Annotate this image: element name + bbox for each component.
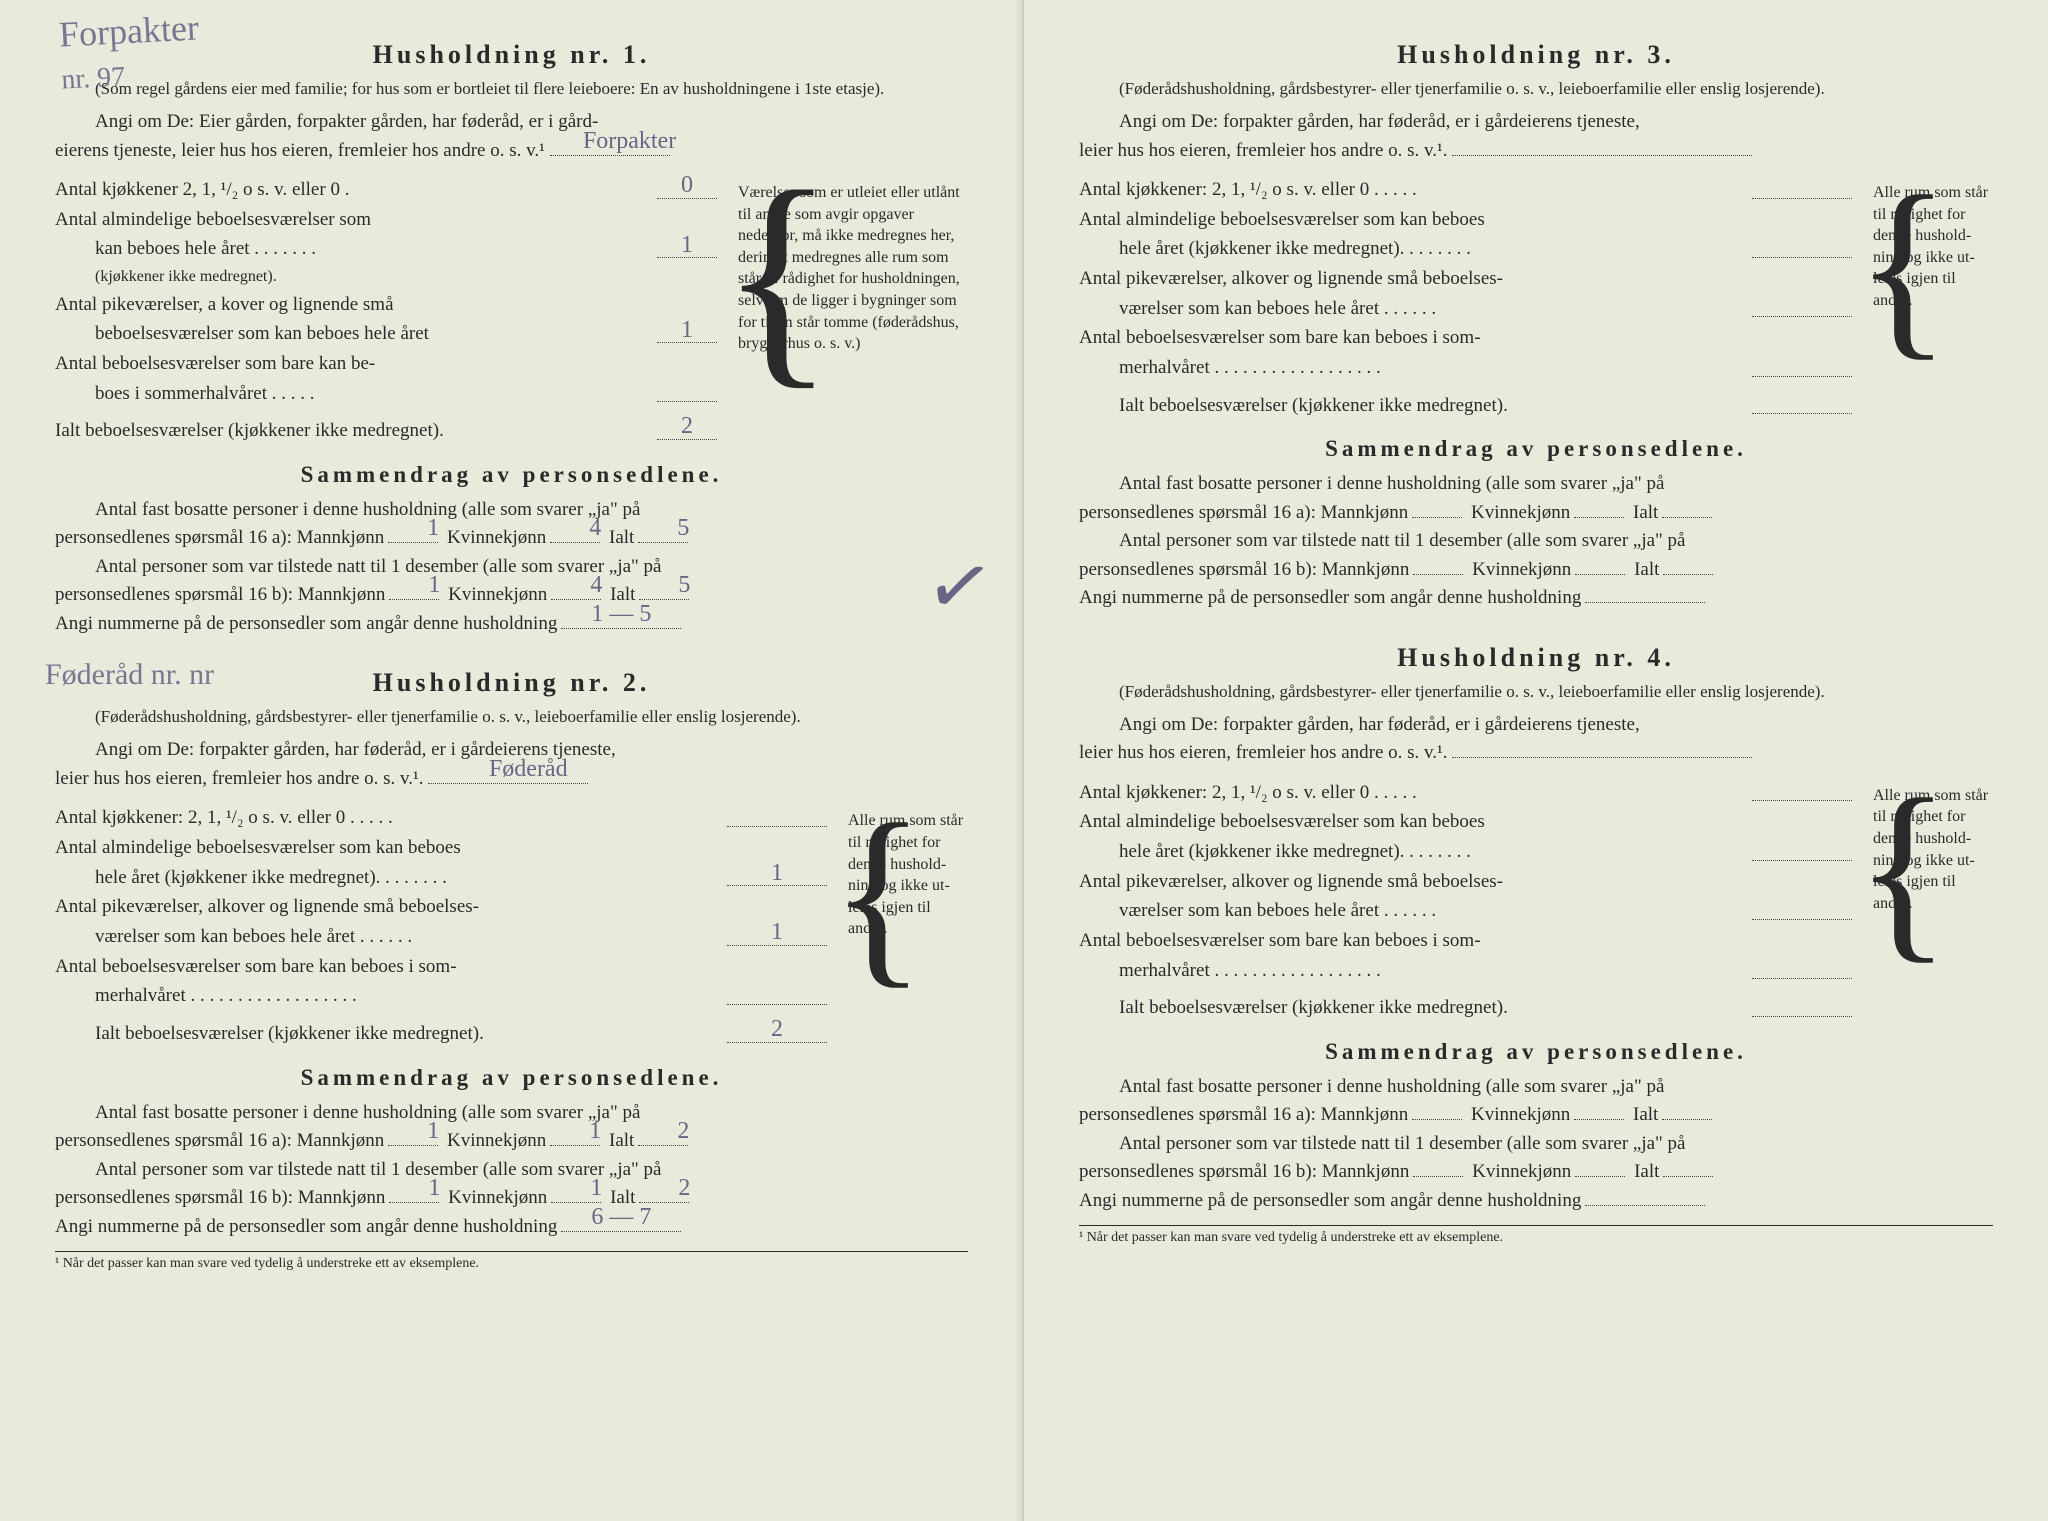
h4-16b-m[interactable]	[1413, 1176, 1463, 1177]
household-4-numbers: Angi nummerne på de personsedler som ang…	[1079, 1187, 1993, 1216]
household-4-title: Husholdning nr. 4.	[1079, 643, 1993, 673]
household-1-sidenote: { Værelser som er utleiet eller utlånt t…	[738, 177, 968, 448]
household-1-type-field[interactable]: Forpakter	[550, 155, 670, 156]
h3-maidrooms-field[interactable]	[1752, 316, 1852, 317]
household-4-rooms: Antal kjøkkener: 2, 1, ¹/₂ o s. v. eller…	[1079, 780, 1993, 1025]
household-3-sidenote: { Alle rum som står til rådighet for den…	[1873, 177, 1993, 422]
h4-kitchens-field[interactable]	[1752, 800, 1852, 801]
h4-rooms-field[interactable]	[1752, 860, 1852, 861]
h1-totalrooms-field[interactable]: 2	[657, 439, 717, 440]
h3-totalrooms-field[interactable]	[1752, 413, 1852, 414]
household-1-numbers: Angi nummerne på de personsedler som ang…	[55, 610, 968, 639]
h1-16a-m[interactable]: 1	[388, 542, 438, 543]
footnote-right: ¹ Når det passer kan man svare ved tydel…	[1079, 1225, 1993, 1246]
h1-summerrooms-field[interactable]	[657, 401, 717, 402]
h4-summerrooms-field[interactable]	[1752, 978, 1852, 979]
household-2-sidenote: { Alle rum som står til rådighet for den…	[848, 805, 968, 1050]
h3-16b-m[interactable]	[1413, 574, 1463, 575]
household-2-numbers: Angi nummerne på de personsedler som ang…	[55, 1213, 968, 1242]
household-4-subtitle: (Føderådshusholdning, gårdsbestyrer- ell…	[1079, 681, 1993, 703]
h2-16a-ialt[interactable]: 2	[638, 1145, 688, 1146]
household-1-summary-16a: Antal fast bosatte personer i denne hush…	[55, 496, 968, 553]
household-2-subtitle: (Føderådshusholdning, gårdsbestyrer- ell…	[55, 706, 968, 728]
household-1-summary-16b: Antal personer som var tilstede natt til…	[55, 553, 968, 610]
household-1-rooms: Antal kjøkkener 2, 1, ¹/₂ o s. v. eller …	[55, 177, 968, 448]
household-3-subtitle: (Føderådshusholdning, gårdsbestyrer- ell…	[1079, 78, 1993, 100]
handwritten-annotation-mid: Føderåd nr. nr	[45, 658, 214, 692]
h4-16b-ialt[interactable]	[1663, 1176, 1713, 1177]
h2-summerrooms-field[interactable]	[727, 1004, 827, 1005]
h4-16a-ialt[interactable]	[1662, 1119, 1712, 1120]
h4-totalrooms-field[interactable]	[1752, 1016, 1852, 1017]
household-3-summary-16b: Antal personer som var tilstede natt til…	[1079, 527, 1993, 584]
h4-16a-m[interactable]	[1412, 1119, 1462, 1120]
h4-16a-kv[interactable]	[1574, 1119, 1624, 1120]
h1-kitchens-field[interactable]: 0	[657, 198, 717, 199]
h2-maidrooms-field[interactable]: 1	[727, 945, 827, 946]
h3-summerrooms-field[interactable]	[1752, 376, 1852, 377]
household-4-summary-title: Sammendrag av personsedlene.	[1079, 1039, 1993, 1065]
footnote-left: ¹ Når det passer kan man svare ved tydel…	[55, 1251, 968, 1272]
h3-16a-m[interactable]	[1412, 517, 1462, 518]
household-3-title: Husholdning nr. 3.	[1079, 40, 1993, 70]
h3-numbers-field[interactable]	[1585, 602, 1705, 603]
household-3-summary-title: Sammendrag av personsedlene.	[1079, 436, 1993, 462]
h1-maidrooms-field[interactable]: 1	[657, 342, 717, 343]
right-page: Husholdning nr. 3. (Føderådshusholdning,…	[1024, 0, 2048, 1521]
household-1: Husholdning nr. 1. (Som regel gårdens ei…	[55, 40, 968, 638]
h2-kitchens-field[interactable]	[727, 826, 827, 827]
household-3-rooms: Antal kjøkkener: 2, 1, ¹/₂ o s. v. eller…	[1079, 177, 1993, 422]
h1-numbers-field[interactable]: 1 — 5	[561, 628, 681, 629]
h1-16a-ialt[interactable]: 5	[638, 542, 688, 543]
household-2-summary-16b: Antal personer som var tilstede natt til…	[55, 1156, 968, 1213]
h4-maidrooms-field[interactable]	[1752, 919, 1852, 920]
h3-16a-kv[interactable]	[1574, 517, 1624, 518]
h2-totalrooms-field[interactable]: 2	[727, 1042, 827, 1043]
h4-16b-kv[interactable]	[1575, 1176, 1625, 1177]
h2-rooms-field[interactable]: 1	[727, 885, 827, 886]
household-4-summary-16b: Antal personer som var tilstede natt til…	[1079, 1130, 1993, 1187]
h3-16b-ialt[interactable]	[1663, 574, 1713, 575]
h1-rooms-field[interactable]: 1	[657, 257, 717, 258]
household-3-numbers: Angi nummerne på de personsedler som ang…	[1079, 584, 1993, 613]
household-2-summary-16a: Antal fast bosatte personer i denne hush…	[55, 1099, 968, 1156]
h2-numbers-field[interactable]: 6 — 7	[561, 1231, 681, 1232]
h3-rooms-field[interactable]	[1752, 257, 1852, 258]
h3-16a-ialt[interactable]	[1662, 517, 1712, 518]
h4-numbers-field[interactable]	[1585, 1205, 1705, 1206]
h2-16a-kv[interactable]: 1	[550, 1145, 600, 1146]
household-2-rooms: Antal kjøkkener: 2, 1, ¹/₂ o s. v. eller…	[55, 805, 968, 1050]
h3-16b-kv[interactable]	[1575, 574, 1625, 575]
handwritten-annotation-top: Forpakter nr. 97	[58, 6, 202, 97]
household-3: Husholdning nr. 3. (Føderådshusholdning,…	[1079, 40, 1993, 613]
left-page: Forpakter nr. 97 Husholdning nr. 1. (Som…	[0, 0, 1024, 1521]
household-3-summary-16a: Antal fast bosatte personer i denne hush…	[1079, 470, 1993, 527]
household-3-type-field[interactable]	[1452, 155, 1752, 156]
page-fold	[1015, 0, 1023, 1521]
household-4-type-field[interactable]	[1452, 757, 1752, 758]
household-2: Føderåd nr. nr Husholdning nr. 2. (Føder…	[55, 668, 968, 1272]
h1-16a-kv[interactable]: 4	[550, 542, 600, 543]
household-2-summary-title: Sammendrag av personsedlene.	[55, 1065, 968, 1091]
h1-16b-m[interactable]: 1	[389, 599, 439, 600]
household-4: Husholdning nr. 4. (Føderådshusholdning,…	[1079, 643, 1993, 1247]
household-4-summary-16a: Antal fast bosatte personer i denne hush…	[1079, 1073, 1993, 1130]
household-1-summary-title: Sammendrag av personsedlene.	[55, 462, 968, 488]
h2-16a-m[interactable]: 1	[388, 1145, 438, 1146]
h2-16b-m[interactable]: 1	[389, 1202, 439, 1203]
h3-kitchens-field[interactable]	[1752, 198, 1852, 199]
household-2-type-field[interactable]: Føderåd	[428, 783, 588, 784]
household-4-sidenote: { Alle rum som står til rådighet for den…	[1873, 780, 1993, 1025]
